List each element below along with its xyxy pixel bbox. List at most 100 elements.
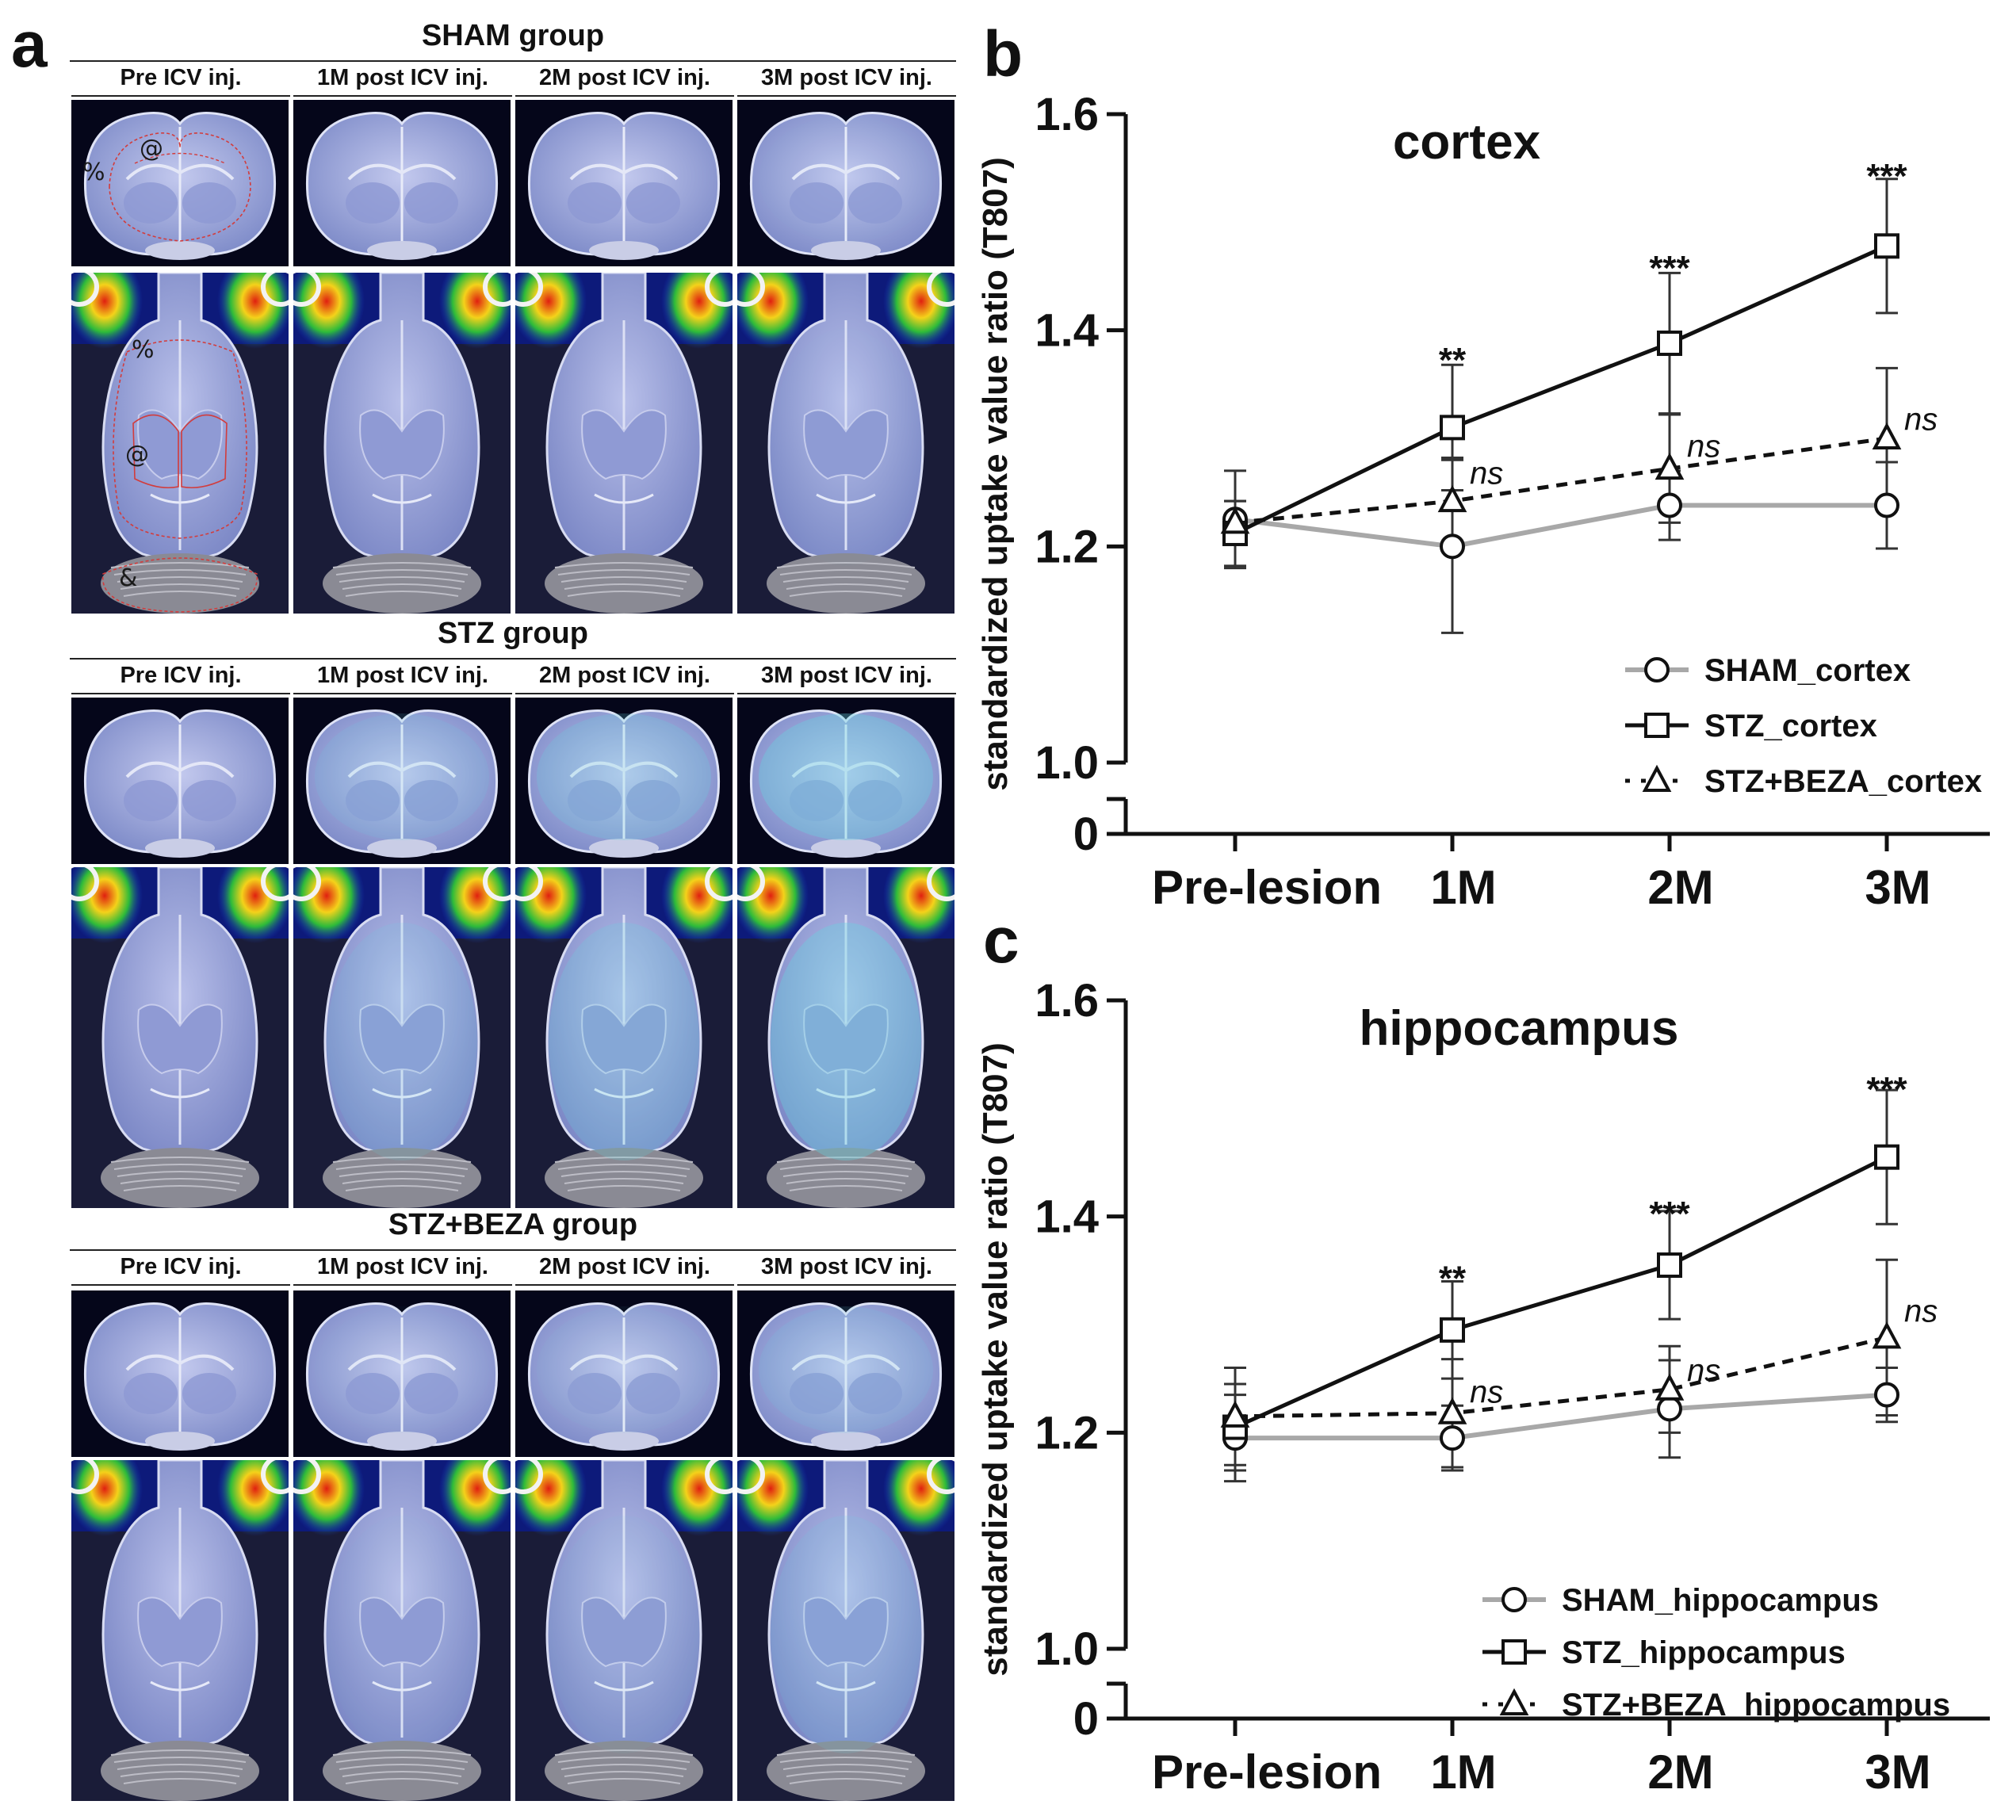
axial-brain-image — [515, 867, 733, 1208]
roi-label-cerebellum: & — [119, 564, 138, 592]
data-point-triangle — [1437, 1397, 1467, 1424]
y-tick-label: 1.6 — [1035, 89, 1099, 140]
group-title: SHAM group — [421, 19, 605, 52]
column-header: Pre ICV inj. — [120, 1254, 242, 1279]
group-divider — [70, 658, 956, 660]
data-point-triangle — [1654, 1373, 1685, 1401]
column-header-rule — [737, 693, 956, 694]
coronal-brain-image — [737, 1290, 954, 1457]
y-tick-label-zero: 0 — [1073, 809, 1099, 860]
coronal-brain-image — [515, 100, 733, 266]
axial-brain-image — [293, 1460, 511, 1801]
data-point-square — [1440, 1317, 1465, 1343]
axial-brain-image — [737, 867, 954, 1208]
annotation-ns: ns — [1904, 1294, 1938, 1329]
column-header: 2M post ICV inj. — [539, 663, 710, 688]
legend-marker-circle — [1501, 1587, 1527, 1612]
data-point-square — [1874, 1144, 1899, 1170]
legend-label: SHAM_hippocampus — [1562, 1583, 1879, 1618]
series-line-circle — [1235, 1392, 1888, 1441]
data-point-circle — [1874, 1382, 1899, 1408]
y-tick-label: 1.0 — [1035, 737, 1099, 789]
column-header: 1M post ICV inj. — [317, 1254, 488, 1279]
group-title: STZ group — [438, 617, 588, 650]
axial-brain-image — [737, 1460, 954, 1801]
y-tick-label: 1.2 — [1035, 1407, 1099, 1459]
axial-brain-image — [515, 1460, 733, 1801]
annotation-significance: *** — [1866, 157, 1907, 196]
legend-label: STZ+BEZA_cortex — [1704, 764, 1982, 799]
chart-cortex: 1.0 1.2 1.4 1.6 0 Pre-lesion 1M 2M 3M standardize… — [975, 79, 2016, 920]
x-tick-label: 2M — [1647, 861, 1713, 914]
chart-svg: 1.0 1.2 1.4 1.6 0 Pre-lesion 1M 2M 3M standardize… — [976, 975, 1990, 1799]
column-header: 2M post ICV inj. — [539, 65, 710, 90]
column-header-rule — [71, 693, 290, 694]
axial-brain-image — [71, 867, 289, 1208]
roi-label-cortex: % — [132, 336, 155, 364]
coronal-brain-image — [293, 1290, 511, 1457]
annotation-ns: ns — [1904, 403, 1938, 438]
axial-brain-image — [71, 1460, 289, 1801]
y-axis-label: standardized uptake value ratio (T807) — [976, 1042, 1015, 1677]
x-tick-label: 3M — [1865, 1745, 1930, 1799]
y-tick-label: 1.6 — [1035, 975, 1099, 1027]
roi-label-cortex: % — [82, 159, 105, 186]
data-point-triangle — [1872, 1321, 1902, 1349]
x-tick-label: 2M — [1647, 1745, 1713, 1799]
coronal-brain-image — [293, 100, 511, 266]
roi-label-hippocampus: @ — [125, 441, 149, 468]
column-header-rule — [293, 1284, 512, 1286]
column-header-rule — [293, 95, 512, 97]
column-header-rule — [515, 1284, 734, 1286]
series-line-circle — [1234, 503, 1887, 549]
annotation-ns: ns — [1470, 457, 1503, 491]
x-tick-label: Pre-lesion — [1152, 861, 1382, 914]
legend-marker-circle — [1644, 657, 1670, 682]
data-point-square — [1657, 1252, 1682, 1279]
axial-brain-image — [293, 867, 511, 1208]
data-point-square — [1874, 233, 1899, 259]
coronal-brain-image — [515, 1290, 733, 1457]
data-point-circle — [1440, 1425, 1465, 1451]
coronal-brain-image — [293, 698, 511, 864]
data-point-circle — [1874, 492, 1899, 518]
legend-label: STZ+BEZA_hippocampus — [1562, 1688, 1950, 1722]
legend-marker-triangle — [1499, 1688, 1529, 1715]
column-header: Pre ICV inj. — [120, 65, 242, 90]
axial-brain-image — [293, 273, 511, 614]
panel-letter-b: b — [983, 18, 1023, 90]
x-tick-label: Pre-lesion — [1152, 1745, 1382, 1799]
chart-title: cortex — [1393, 115, 1541, 170]
annotation-significance: ** — [1439, 341, 1467, 380]
x-tick-label: 1M — [1430, 1745, 1496, 1799]
y-tick-label: 1.4 — [1035, 305, 1099, 357]
axial-brain-image — [737, 273, 954, 614]
column-header-rule — [293, 693, 512, 694]
x-tick-label: 1M — [1430, 861, 1496, 914]
chart-title: hippocampus — [1359, 1001, 1678, 1056]
x-tick-label: 3M — [1865, 861, 1930, 914]
data-point-triangle — [1437, 484, 1467, 513]
y-tick-label: 1.2 — [1035, 521, 1099, 572]
group-divider — [70, 60, 956, 62]
coronal-brain-image — [71, 100, 289, 266]
series-line-triangle — [1234, 1335, 1888, 1419]
axial-brain-image — [515, 273, 733, 614]
series-line-square — [1234, 244, 1888, 536]
panel-a-image-grid: SHAM group Pre ICV inj. 1M post ICV inj. 2M… — [0, 0, 967, 1820]
column-header-rule — [71, 1284, 290, 1286]
chart-hippocampus: 1.0 1.2 1.4 1.6 0 Pre-lesion 1M 2M 3M standardize… — [975, 959, 2016, 1820]
data-point-triangle — [1654, 452, 1685, 480]
annotation-ns: ns — [1687, 1353, 1720, 1388]
data-point-circle — [1440, 533, 1465, 560]
annotation-significance: *** — [1649, 1195, 1690, 1233]
coronal-brain-image — [737, 100, 954, 266]
annotation-ns: ns — [1470, 1375, 1503, 1410]
column-header: 1M post ICV inj. — [317, 65, 488, 90]
data-point-square — [1440, 415, 1465, 441]
data-point-triangle — [1220, 1400, 1250, 1428]
column-header-rule — [71, 95, 290, 97]
series-line-triangle — [1234, 436, 1888, 525]
column-header: 2M post ICV inj. — [539, 1254, 710, 1279]
column-header: Pre ICV inj. — [120, 663, 242, 688]
